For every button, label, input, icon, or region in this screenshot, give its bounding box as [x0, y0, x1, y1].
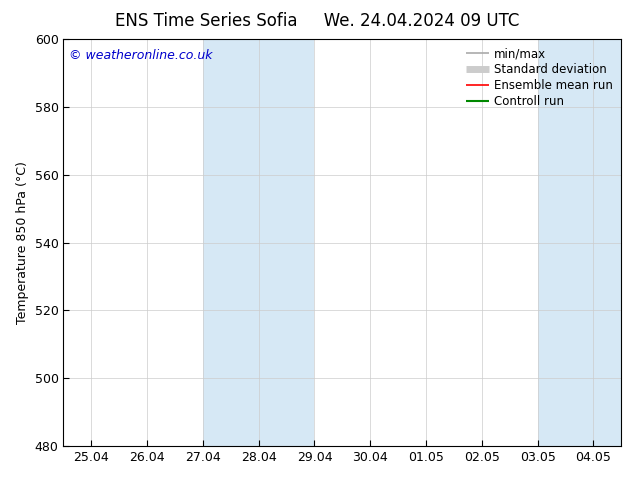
- Bar: [203, 39, 314, 446]
- Text: ENS Time Series Sofia     We. 24.04.2024 09 UTC: ENS Time Series Sofia We. 24.04.2024 09 …: [115, 12, 519, 30]
- Legend: min/max, Standard deviation, Ensemble mean run, Controll run: min/max, Standard deviation, Ensemble me…: [461, 43, 618, 113]
- Y-axis label: Temperature 850 hPa (°C): Temperature 850 hPa (°C): [16, 161, 29, 324]
- Bar: [538, 39, 627, 446]
- Text: © weatheronline.co.uk: © weatheronline.co.uk: [69, 49, 212, 62]
